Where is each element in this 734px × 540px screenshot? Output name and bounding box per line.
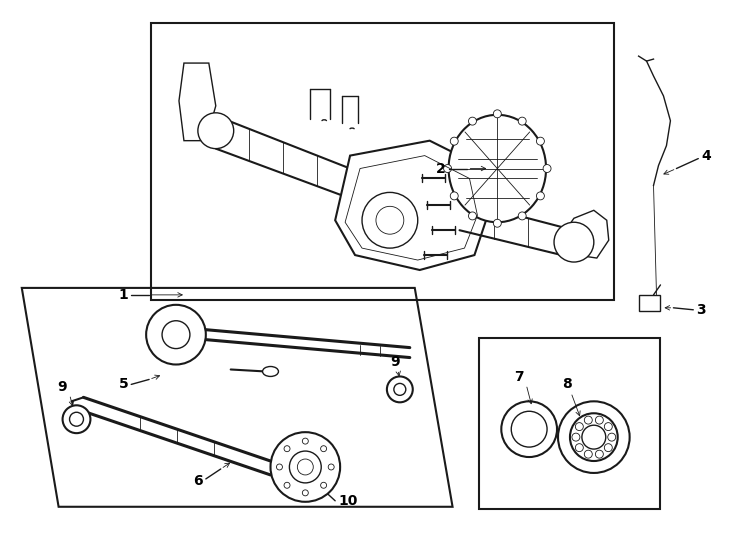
Ellipse shape — [263, 367, 278, 376]
Circle shape — [537, 192, 545, 200]
Text: 10: 10 — [338, 494, 357, 508]
Circle shape — [501, 401, 557, 457]
Circle shape — [604, 444, 612, 451]
Circle shape — [518, 117, 526, 125]
Circle shape — [586, 240, 590, 245]
Circle shape — [595, 416, 603, 424]
Text: 4: 4 — [702, 148, 711, 163]
Polygon shape — [567, 210, 608, 258]
Circle shape — [302, 438, 308, 444]
Text: 6: 6 — [193, 474, 203, 488]
Circle shape — [543, 165, 551, 172]
Text: 3: 3 — [697, 303, 706, 317]
Circle shape — [161, 312, 169, 319]
Circle shape — [184, 312, 190, 319]
Circle shape — [582, 425, 606, 449]
Circle shape — [198, 113, 233, 148]
Circle shape — [184, 350, 190, 357]
Circle shape — [226, 128, 231, 133]
Bar — [479, 338, 661, 509]
Circle shape — [583, 226, 595, 238]
Circle shape — [518, 212, 526, 220]
Circle shape — [450, 192, 458, 200]
Text: 1: 1 — [118, 288, 128, 302]
Circle shape — [161, 350, 169, 357]
Circle shape — [207, 122, 225, 140]
Text: 9: 9 — [57, 380, 66, 394]
Circle shape — [146, 305, 206, 364]
Circle shape — [70, 412, 84, 426]
Circle shape — [194, 78, 200, 84]
Circle shape — [564, 252, 570, 256]
Text: 2: 2 — [436, 161, 446, 176]
Circle shape — [194, 93, 200, 99]
Circle shape — [321, 446, 327, 451]
Circle shape — [297, 459, 313, 475]
Text: 8: 8 — [562, 377, 572, 392]
Bar — [639, 295, 661, 311]
Circle shape — [443, 165, 451, 172]
Circle shape — [578, 225, 583, 230]
Circle shape — [586, 220, 592, 225]
Circle shape — [394, 383, 406, 395]
Circle shape — [207, 117, 212, 122]
Circle shape — [468, 117, 476, 125]
Circle shape — [376, 206, 404, 234]
Circle shape — [558, 240, 562, 245]
Circle shape — [558, 401, 630, 473]
Circle shape — [387, 376, 413, 402]
Circle shape — [584, 416, 592, 424]
Circle shape — [302, 490, 308, 496]
Polygon shape — [335, 140, 490, 270]
Circle shape — [62, 406, 90, 433]
Circle shape — [200, 128, 206, 133]
Circle shape — [595, 225, 600, 230]
Circle shape — [150, 331, 158, 338]
Circle shape — [595, 235, 600, 240]
Ellipse shape — [266, 369, 275, 374]
Circle shape — [362, 192, 418, 248]
Text: 9: 9 — [390, 355, 400, 368]
Ellipse shape — [448, 115, 546, 222]
Circle shape — [219, 117, 225, 122]
Circle shape — [554, 222, 594, 262]
Circle shape — [570, 413, 618, 461]
Circle shape — [584, 450, 592, 458]
Circle shape — [321, 482, 327, 488]
Circle shape — [578, 235, 583, 240]
Polygon shape — [179, 63, 216, 140]
Circle shape — [328, 464, 334, 470]
Circle shape — [493, 219, 501, 227]
Circle shape — [493, 110, 501, 118]
Circle shape — [575, 444, 584, 451]
Circle shape — [578, 252, 584, 256]
Circle shape — [289, 451, 321, 483]
Circle shape — [512, 411, 547, 447]
Circle shape — [608, 433, 616, 441]
Circle shape — [271, 432, 340, 502]
Circle shape — [277, 464, 283, 470]
Circle shape — [575, 423, 584, 430]
Circle shape — [578, 227, 584, 233]
Circle shape — [572, 433, 580, 441]
Text: 5: 5 — [118, 377, 128, 392]
Circle shape — [219, 139, 225, 144]
Circle shape — [537, 137, 545, 145]
Circle shape — [564, 227, 570, 233]
Circle shape — [195, 331, 201, 338]
Circle shape — [604, 423, 612, 430]
Circle shape — [189, 108, 205, 124]
Circle shape — [284, 446, 290, 451]
Circle shape — [595, 450, 603, 458]
Circle shape — [468, 212, 476, 220]
Circle shape — [586, 240, 592, 245]
Circle shape — [194, 66, 200, 72]
Text: 7: 7 — [515, 370, 524, 384]
Circle shape — [450, 137, 458, 145]
Circle shape — [207, 139, 212, 144]
Circle shape — [162, 321, 190, 349]
Circle shape — [284, 482, 290, 488]
Circle shape — [564, 232, 584, 252]
